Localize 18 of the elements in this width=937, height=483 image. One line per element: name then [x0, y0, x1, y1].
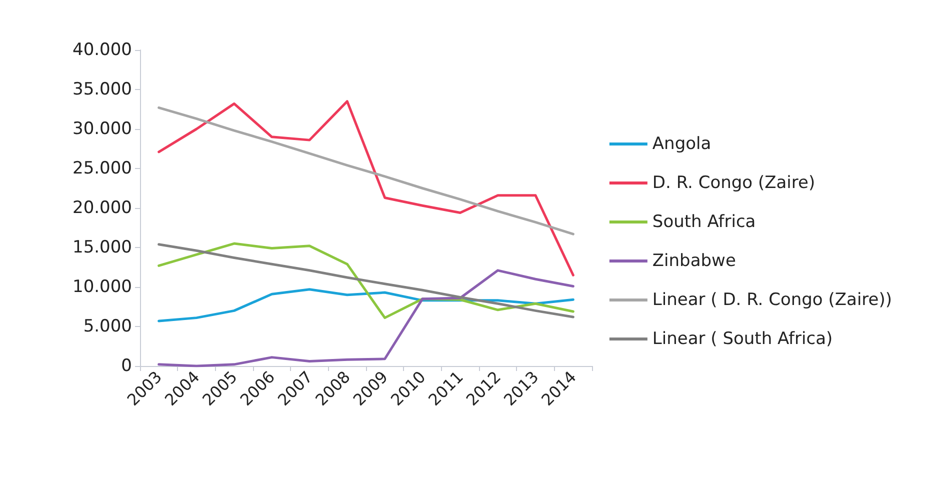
legend-label: South Africa [652, 212, 756, 232]
y-tick-label: 20.000 [72, 198, 132, 218]
y-tick-label: 30.000 [72, 119, 132, 139]
line-series [158, 100, 574, 276]
y-tick-label: 40.000 [72, 40, 132, 60]
y-tick-label: 5.000 [83, 316, 132, 336]
y-tick-label: 15.000 [72, 238, 132, 258]
legend-label: Linear ( D. R. Congo (Zaire)) [652, 290, 892, 310]
y-tick-label: 0 [121, 356, 132, 376]
y-tick-label: 10.000 [72, 277, 132, 297]
legend-label: Angola [652, 134, 712, 154]
legend-label: Zinbabwe [652, 251, 736, 271]
y-tick-label: 35.000 [72, 80, 132, 100]
y-tick-label: 25.000 [72, 158, 132, 178]
line-series [158, 269, 574, 368]
legend-label: D. R. Congo (Zaire) [652, 173, 816, 193]
legend-label: Linear ( South Africa) [652, 329, 833, 349]
line-series [158, 106, 574, 236]
